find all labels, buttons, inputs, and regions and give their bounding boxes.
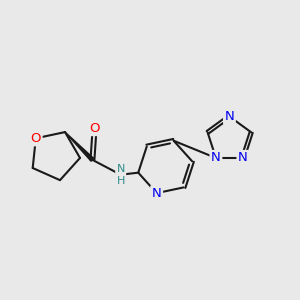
Text: N: N	[152, 187, 161, 200]
Text: N: N	[238, 152, 248, 164]
Text: N: N	[211, 152, 221, 164]
Text: N
H: N H	[116, 164, 125, 185]
Text: N: N	[224, 110, 234, 123]
Polygon shape	[65, 132, 94, 161]
Text: O: O	[31, 132, 41, 145]
Text: O: O	[89, 122, 100, 135]
